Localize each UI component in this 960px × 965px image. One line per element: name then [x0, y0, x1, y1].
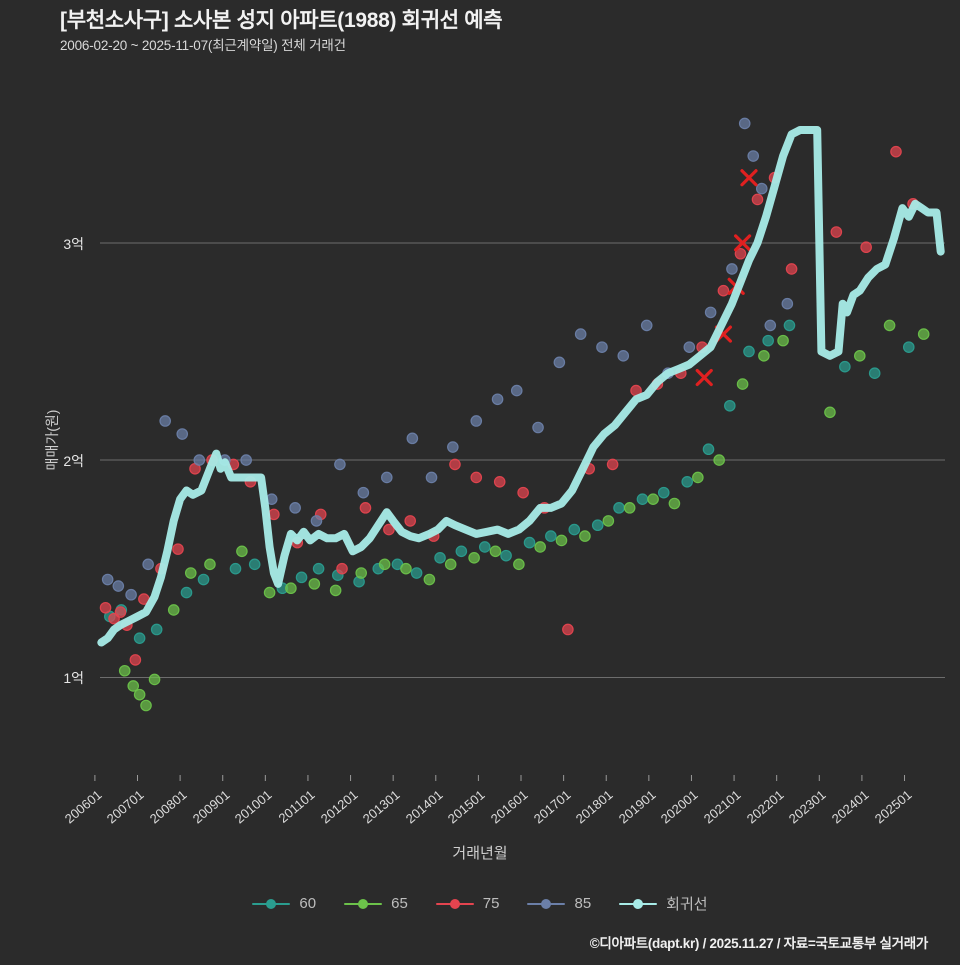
scatter-series-85	[101, 117, 794, 601]
legend-item-75[interactable]: 75	[435, 895, 500, 912]
legend-label: 75	[482, 895, 500, 912]
legend-marker-icon	[527, 897, 566, 911]
page-subtitle: 2006-02-20 ~ 2025-11-07(최근계약일) 전체 거래건	[60, 38, 346, 53]
legend-marker-icon	[619, 897, 658, 911]
y-axis-title: 매매가(원)	[44, 409, 60, 471]
legend-item-회귀선[interactable]: 회귀선	[619, 893, 708, 914]
legend-label: 60	[299, 895, 317, 912]
scatter-series-60	[104, 319, 915, 644]
footer-credit: ©디아파트(dapt.kr) / 2025.11.27 / 자료=국토교통부 실…	[589, 936, 929, 951]
legend-marker-icon	[252, 897, 291, 911]
chart-legend: 60 65 75 85 회귀선	[0, 893, 960, 914]
scatter-series-75	[99, 145, 919, 666]
legend-label: 회귀선	[666, 896, 708, 913]
scatter-series-65	[118, 319, 930, 712]
legend-item-60[interactable]: 60	[252, 895, 316, 912]
legend-item-85[interactable]: 85	[527, 895, 591, 912]
legend-marker-icon	[435, 897, 474, 911]
x-axis-title: 거래년월	[452, 845, 508, 862]
legend-label: 65	[391, 895, 408, 912]
legend-label: 85	[574, 895, 592, 912]
page-title: [부천소사구] 소사본 성지 아파트(1988) 회귀선 예측	[60, 9, 503, 32]
y-tick-label: 1억	[63, 670, 84, 687]
legend-marker-icon	[344, 897, 383, 911]
y-tick-label: 2억	[63, 453, 84, 470]
chart-header: [부천소사구] 소사본 성지 아파트(1988) 회귀선 예측 2006-02-…	[60, 6, 940, 56]
y-tick-label: 3억	[63, 235, 84, 252]
legend-item-65[interactable]: 65	[344, 895, 408, 912]
